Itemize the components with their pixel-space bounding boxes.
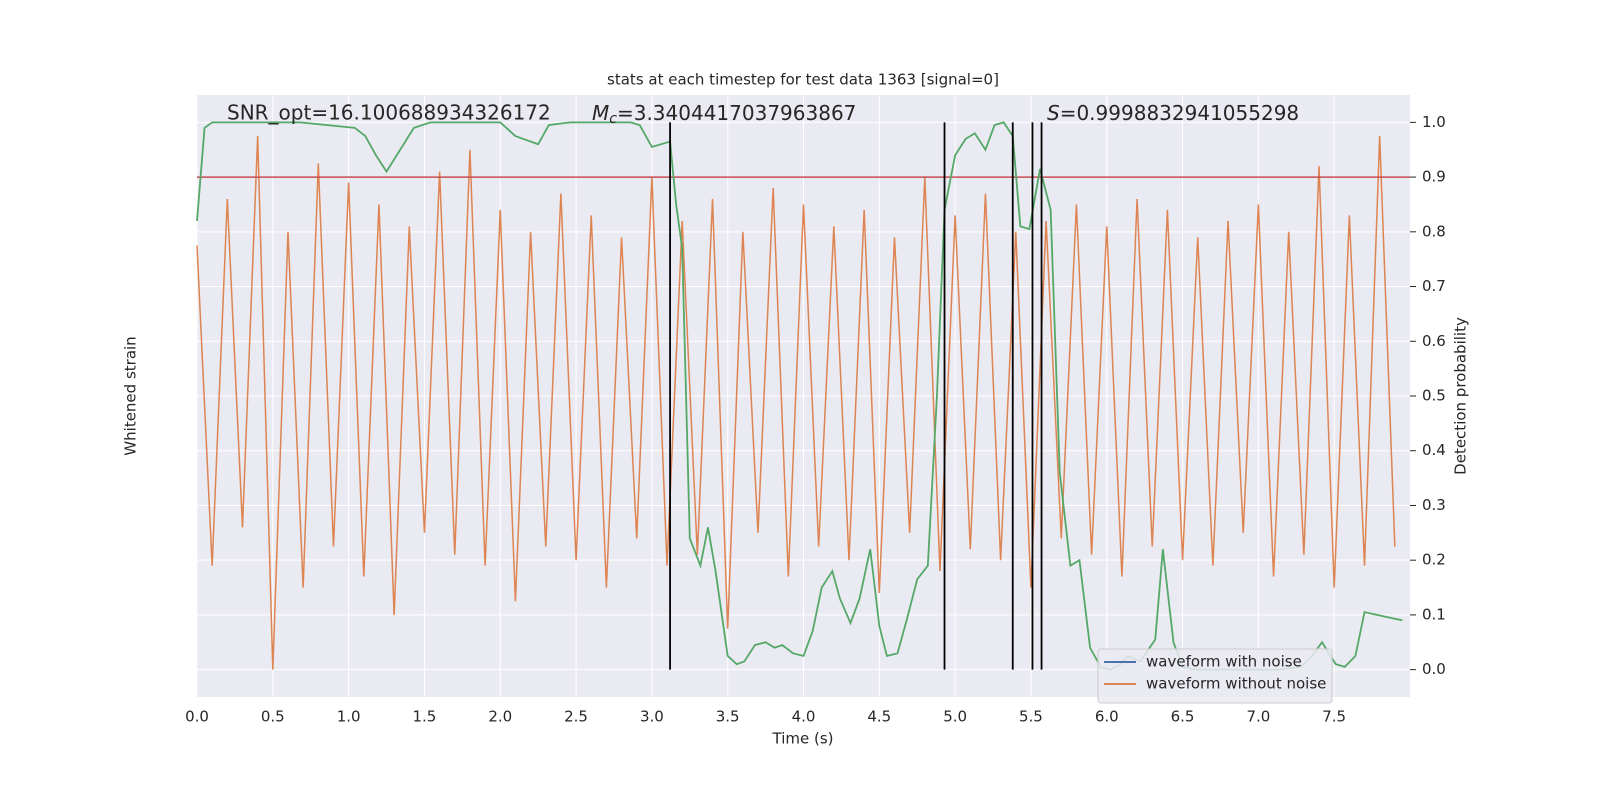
y-axis-label: Whitened strain — [122, 336, 140, 455]
y2-tick-label: 0.6 — [1422, 332, 1446, 350]
x-tick-label: 5.5 — [1019, 708, 1043, 726]
x-tick-label: 1.5 — [413, 708, 437, 726]
legend-box — [1097, 648, 1333, 704]
annotation-symbol: S — [1047, 101, 1060, 125]
annotation-text: =0.9998832941055298 — [1060, 101, 1299, 125]
y2-tick-label: 0.2 — [1422, 551, 1446, 569]
y2-tick-label: 0.3 — [1422, 496, 1446, 514]
y2-tick-label: 1.0 — [1422, 113, 1446, 131]
annotation: S=0.9998832941055298 — [1047, 101, 1299, 125]
y2-tick-label: 0.8 — [1422, 222, 1446, 240]
y2-tick-label: 0.7 — [1422, 277, 1446, 295]
x-tick-label: 2.5 — [564, 708, 588, 726]
annotation-symbol: M — [592, 101, 609, 125]
annotation: SNR_opt=16.100688934326172 — [227, 101, 551, 125]
x-tick-label: 0.5 — [261, 708, 285, 726]
x-tick-label: 5.0 — [943, 708, 967, 726]
y2-tick-label: 0.5 — [1422, 387, 1446, 405]
y2-tick-label: 0.9 — [1422, 168, 1446, 186]
waveform-line — [196, 136, 1396, 670]
x-tick-label: 4.0 — [792, 708, 816, 726]
annotation-subscript: c — [609, 111, 617, 127]
x-tick-label: 2.0 — [488, 708, 512, 726]
legend-label: waveform with noise — [1146, 653, 1302, 671]
x-tick-label: 4.5 — [867, 708, 891, 726]
y2-tick-label: 0.0 — [1422, 660, 1446, 678]
x-tick-label: 3.5 — [716, 708, 740, 726]
x-tick-label: 3.0 — [640, 708, 664, 726]
y2-tick-label: 0.4 — [1422, 441, 1446, 459]
x-tick-label: 6.0 — [1095, 708, 1119, 726]
legend-label: waveform without noise — [1146, 675, 1326, 693]
annotation-text: =3.3404417037963867 — [617, 101, 856, 125]
x-tick-label: 7.5 — [1322, 708, 1346, 726]
y2-axis-label: Detection probability — [1452, 317, 1470, 475]
y2-tick-label: 0.1 — [1422, 605, 1446, 623]
x-tick-label: 0.0 — [185, 708, 209, 726]
x-tick-label: 1.0 — [337, 708, 361, 726]
x-axis-label: Time (s) — [772, 730, 834, 748]
chart-title: stats at each timestep for test data 136… — [607, 71, 999, 89]
x-tick-label: 7.0 — [1246, 708, 1270, 726]
annotation: Mc=3.3404417037963867 — [592, 101, 856, 128]
x-tick-label: 6.5 — [1171, 708, 1195, 726]
